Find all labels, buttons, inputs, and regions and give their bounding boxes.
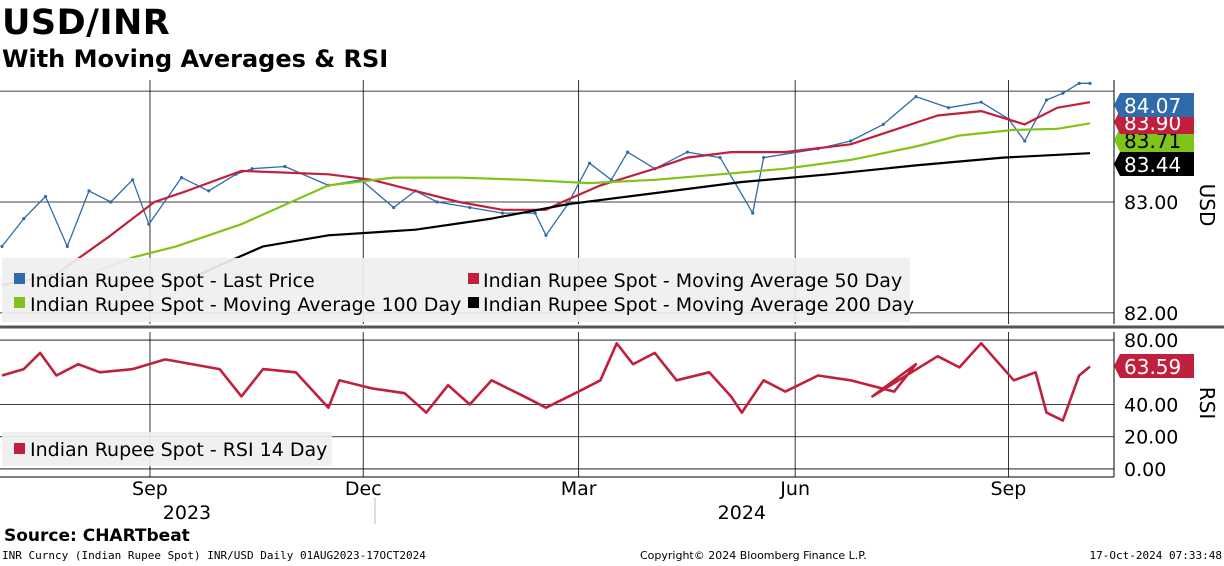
price-series-group [0, 81, 1092, 287]
chart-canvas: Indian Rupee Spot - Last Price Indian Ru… [0, 80, 1224, 524]
svg-text:83.44: 83.44 [1124, 153, 1181, 177]
tag-ma200: 83.44 [1114, 152, 1194, 177]
series-line-rsi [1, 342, 1091, 422]
price-point [500, 211, 505, 215]
price-point [130, 178, 135, 182]
price-point [65, 244, 69, 248]
price-point [43, 194, 48, 199]
price-point [468, 205, 472, 210]
y-tick-label: 0.00 [1124, 459, 1166, 481]
price-point [751, 211, 755, 215]
price-point [1077, 81, 1081, 85]
footer-ticker-info: INR Curncy (Indian Rupee Spot) INR/USD D… [2, 549, 426, 562]
price-point [1044, 98, 1049, 102]
legend-label-ma100: Indian Rupee Spot - Moving Average 100 D… [30, 294, 461, 316]
price-point [87, 189, 91, 193]
rsi-y-ticks: 0.00 20.00 40.00 80.00 [1124, 330, 1178, 481]
price-point [762, 156, 766, 160]
price-point [147, 222, 151, 226]
series-line-ma100 [34, 122, 1091, 287]
price-point [207, 189, 211, 193]
tag-last-price: 84.07 [1114, 93, 1194, 118]
price-point [946, 106, 951, 110]
rsi-legend-box [2, 432, 332, 466]
chart-title: USD/INR [2, 3, 171, 43]
series-line-ma200 [186, 152, 1091, 281]
price-point [392, 205, 396, 210]
x-year-label: 2023 [163, 502, 211, 524]
price-point [1023, 139, 1027, 143]
price-point [283, 164, 287, 169]
legend-ma200: Indian Rupee Spot - Moving Average 200 D… [468, 294, 914, 316]
x-tick-label: Dec [345, 478, 382, 500]
svg-text:84.07: 84.07 [1124, 94, 1181, 118]
series-line-ma50 [1, 101, 1091, 287]
x-year-label: 2024 [718, 502, 766, 524]
y-tick-label: 80.00 [1124, 330, 1178, 352]
footer-timestamp: 17-Oct-2024 07:33:48 [1089, 549, 1222, 562]
source-note: Source: CHARTbeat [4, 526, 190, 546]
y-tick-label: 40.00 [1124, 395, 1178, 417]
price-point [544, 233, 548, 237]
price-point [1061, 91, 1065, 95]
legend-label-ma50: Indian Rupee Spot - Moving Average 50 Da… [483, 270, 902, 292]
price-axis-title: USD [1195, 184, 1219, 227]
price-point [22, 217, 26, 221]
x-tick-label: Mar [561, 478, 597, 500]
rsi-grid [0, 339, 1114, 470]
legend-ma50: Indian Rupee Spot - Moving Average 50 Da… [468, 270, 902, 292]
legend-label-rsi: Indian Rupee Spot - RSI 14 Day [30, 439, 327, 461]
price-legend-box [2, 258, 910, 322]
x-tick-label: Sep [990, 478, 1026, 500]
y-tick-label: 83.00 [1124, 192, 1178, 214]
price-point [587, 161, 592, 165]
price-point [0, 244, 4, 248]
price-point [533, 211, 537, 215]
tag-rsi: 63.59 [1114, 354, 1194, 379]
price-point [881, 122, 885, 126]
price-point [979, 100, 983, 104]
price-point [1088, 81, 1092, 85]
rsi-axis-title: RSI [1195, 387, 1219, 420]
price-point [435, 200, 439, 204]
price-point [609, 178, 613, 182]
price-point [109, 200, 113, 204]
legend-last-price: Indian Rupee Spot - Last Price [14, 270, 315, 292]
legend-rsi: Indian Rupee Spot - RSI 14 Day [14, 439, 327, 461]
y-tick-label: 20.00 [1124, 427, 1178, 449]
legend-label-ma200: Indian Rupee Spot - Moving Average 200 D… [483, 294, 914, 316]
price-point [849, 139, 853, 143]
price-y-ticks: 82.00 83.00 [1124, 192, 1178, 325]
price-point [685, 150, 690, 154]
legend-label-last-price: Indian Rupee Spot - Last Price [30, 270, 315, 292]
x-tick-label: Jun [779, 478, 810, 500]
legend-ma100: Indian Rupee Spot - Moving Average 100 D… [14, 294, 461, 316]
price-point [179, 176, 184, 180]
price-point [250, 167, 254, 171]
footer-copyright: Copyright© 2024 Bloomberg Finance L.P. [640, 549, 867, 562]
price-point [626, 150, 630, 154]
price-point [718, 156, 722, 160]
y-tick-label: 82.00 [1124, 303, 1178, 325]
svg-text:63.59: 63.59 [1124, 355, 1181, 379]
price-point [914, 95, 918, 99]
x-tick-label: Sep [132, 478, 168, 500]
rsi-series-group [1, 342, 1091, 422]
chart-subtitle: With Moving Averages & RSI [2, 45, 389, 73]
